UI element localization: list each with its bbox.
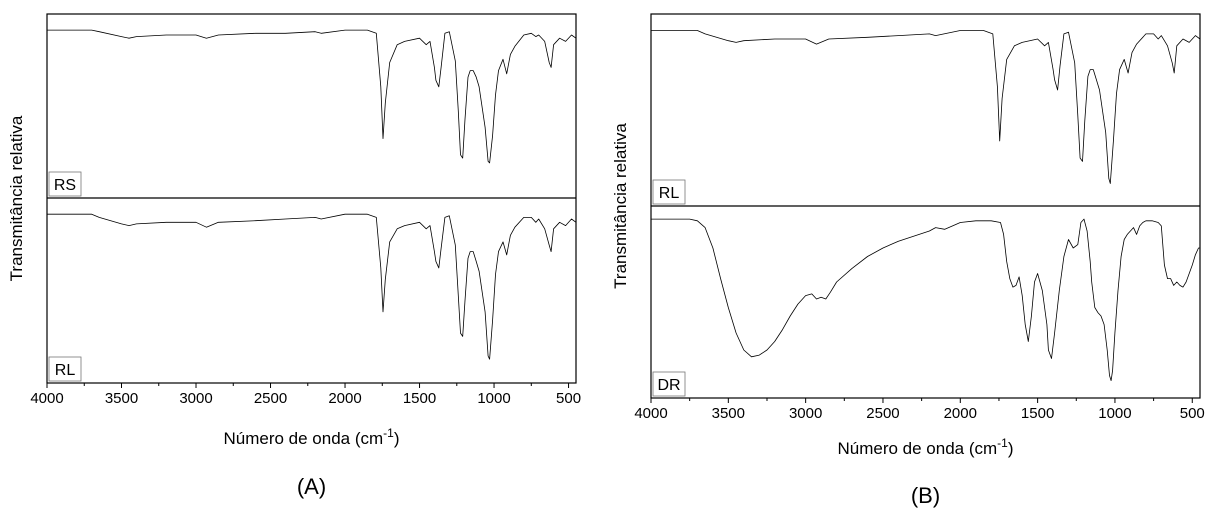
- y-axis-title: Transmitância relativa: [611, 123, 630, 289]
- series-label-rl: RL: [55, 362, 76, 379]
- panel-a: RS RL 4000 3500 3000 2500 2000 1500 1000 500 Númer…: [7, 13, 581, 499]
- x-tick-label: 3500: [712, 405, 745, 422]
- series-label-box-rs: [48, 171, 82, 197]
- x-tick-label: 2000: [944, 405, 977, 422]
- series-line-rl: [651, 30, 1201, 184]
- x-tick-label: 1000: [477, 390, 510, 407]
- x-tick-label: 4000: [634, 405, 667, 422]
- panel-label: (A): [297, 474, 326, 499]
- x-tick-label: 1500: [403, 390, 436, 407]
- x-tick-label: 2000: [328, 390, 361, 407]
- series-label-rs: RS: [54, 177, 76, 194]
- x-axis-title: Número de onda (cm-1): [837, 436, 1013, 458]
- series-label-box-dr: [652, 371, 686, 397]
- x-tick-label: 1000: [1098, 405, 1131, 422]
- series-label-dr: DR: [657, 377, 680, 394]
- x-tick-label: 1500: [1021, 405, 1054, 422]
- y-axis-title: Transmitância relativa: [7, 115, 26, 281]
- x-tick-label: 3500: [105, 390, 138, 407]
- series-line-rs: [47, 29, 577, 164]
- x-axis-title: Número de onda (cm-1): [223, 426, 399, 448]
- series-line-dr: [651, 218, 1200, 381]
- x-tick-label: 2500: [254, 390, 287, 407]
- series-label-box-rl: [652, 179, 686, 205]
- series-line-rl: [47, 213, 577, 360]
- x-tick-label: 4000: [30, 390, 63, 407]
- series-label-box-rl: [48, 356, 82, 382]
- x-tick-label: 500: [1180, 405, 1205, 422]
- x-tick-label: 500: [556, 390, 581, 407]
- panel-b: RL DR 4000 3500 3000 2500 2000 1500 1000 500 Númer…: [611, 13, 1205, 508]
- series-label-rl: RL: [659, 185, 680, 202]
- x-tick-label: 3000: [789, 405, 822, 422]
- panel-label: (B): [911, 483, 940, 508]
- x-tick-label: 2500: [866, 405, 899, 422]
- x-tick-label: 3000: [179, 390, 212, 407]
